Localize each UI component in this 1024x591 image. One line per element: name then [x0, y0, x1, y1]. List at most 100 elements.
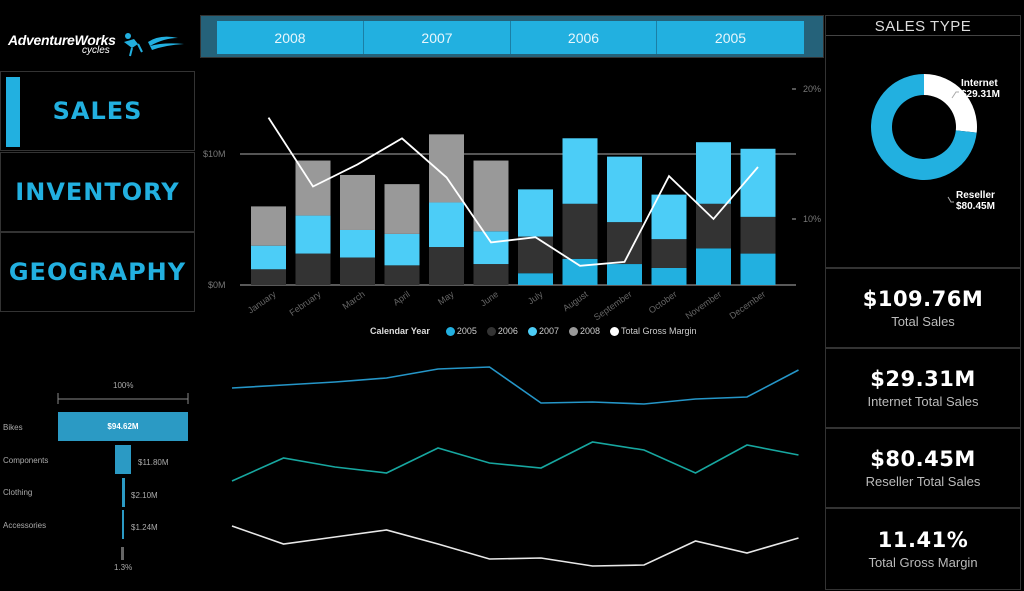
donut-slice-reseller[interactable] — [871, 74, 977, 180]
bar-segment-2007-january[interactable] — [251, 245, 286, 270]
bar-segment-2006-september[interactable] — [607, 222, 642, 265]
bar-segment-2007-may[interactable] — [429, 202, 464, 248]
legend-item-2008[interactable]: 2008 — [568, 326, 600, 336]
bar-segment-2007-february[interactable] — [295, 215, 331, 254]
nav-item-label: INVENTORY — [15, 178, 180, 206]
bar-segment-2006-july[interactable] — [518, 236, 553, 274]
funnel-scale — [57, 393, 189, 404]
bar-segment-2007-april[interactable] — [384, 233, 420, 266]
kpi-value: 11.41% — [877, 528, 969, 552]
stacked-bar-chart — [240, 88, 796, 286]
funnel-value: $1.24M — [131, 523, 158, 532]
bar-segment-2008-june[interactable] — [473, 160, 509, 232]
bar-segment-2005-october[interactable] — [651, 267, 687, 285]
bar-segment-2005-july[interactable] — [518, 273, 553, 285]
sparkline-bottom[interactable] — [231, 525, 799, 567]
funnel-label-clothing: Clothing — [3, 488, 33, 497]
donut-label-reseller: Reseller $80.45M — [956, 190, 995, 212]
bar-segment-2007-march[interactable] — [340, 229, 375, 258]
funnel-bar-bikes[interactable]: $94.62M — [58, 412, 188, 441]
legend-dot — [445, 326, 455, 336]
nav-item-inventory[interactable]: INVENTORY — [0, 152, 195, 232]
cyclist-icon — [124, 33, 184, 57]
adventureworks-logo: AdventureWorks cycles — [6, 28, 196, 62]
bar-segment-2006-december[interactable] — [740, 216, 776, 254]
bar-segment-2007-november[interactable] — [696, 142, 731, 204]
bar-segment-2006-january[interactable] — [251, 269, 286, 285]
sparkline-middle[interactable] — [231, 441, 799, 482]
funnel-value: $2.10M — [131, 491, 158, 500]
donut-label-internet: Internet $29.31M — [961, 78, 1000, 100]
bar-segment-2008-january[interactable] — [251, 206, 286, 246]
kpi-total-sales: $109.76M Total Sales — [825, 268, 1021, 348]
bar-segment-2007-august[interactable] — [562, 138, 598, 204]
funnel-bar-clothing[interactable] — [122, 478, 125, 507]
bar-segment-2006-august[interactable] — [562, 203, 598, 259]
nav-item-geography[interactable]: GEOGRAPHY — [0, 232, 195, 312]
bar-segment-2006-april[interactable] — [384, 265, 420, 285]
bar-segment-2006-november[interactable] — [696, 203, 731, 249]
bar-segment-2006-june[interactable] — [473, 264, 509, 285]
legend-item-2007[interactable]: 2007 — [527, 326, 559, 336]
kpi-value: $80.45M — [870, 447, 976, 471]
legend-item-2005[interactable]: 2005 — [445, 326, 477, 336]
funnel-bar-accessories[interactable] — [122, 510, 124, 539]
funnel-top-label: 100% — [113, 381, 134, 390]
trend-sparklines — [210, 350, 820, 585]
bar-segment-2007-july[interactable] — [518, 189, 553, 237]
nav-item-sales[interactable]: SALES — [0, 71, 195, 151]
bar-segment-2008-march[interactable] — [340, 174, 375, 230]
year-button-2006[interactable]: 2006 — [511, 21, 657, 54]
bar-segment-2006-may[interactable] — [429, 247, 464, 285]
y-axis-tick: $0M — [208, 280, 226, 290]
bar-segment-2005-september[interactable] — [607, 264, 642, 285]
bar-segment-2007-december[interactable] — [740, 148, 776, 217]
funnel-value: $11.80M — [138, 458, 169, 467]
funnel-bar-components[interactable] — [115, 445, 131, 474]
active-indicator — [6, 77, 20, 147]
logo-sub-text: cycles — [82, 45, 110, 56]
legend-dot — [527, 326, 537, 336]
bar-segment-2005-august[interactable] — [562, 258, 598, 285]
legend-dot — [610, 326, 619, 336]
nav-item-label: GEOGRAPHY — [8, 258, 187, 286]
y2-axis-tick: 10% — [803, 214, 822, 224]
bar-segment-2005-november[interactable] — [696, 248, 731, 285]
kpi-reseller-total-sales: $80.45M Reseller Total Sales — [825, 428, 1021, 508]
bar-segment-2007-june[interactable] — [473, 231, 509, 265]
year-button-2007[interactable]: 2007 — [364, 21, 511, 54]
bar-segment-2006-march[interactable] — [340, 257, 375, 285]
kpi-internet-total-sales: $29.31M Internet Total Sales — [825, 348, 1021, 428]
nav-item-label: SALES — [52, 97, 143, 125]
y2-axis-tick: 20% — [803, 84, 822, 94]
bar-segment-2005-december[interactable] — [740, 253, 776, 285]
kpi-value: $109.76M — [862, 287, 984, 311]
kpi-label: Reseller Total Sales — [865, 474, 981, 489]
logo-brand-text: AdventureWorks — [8, 32, 116, 48]
donut-slice-internet[interactable] — [924, 74, 977, 133]
bar-segment-2007-october[interactable] — [651, 194, 687, 240]
bar-segment-2006-february[interactable] — [295, 253, 331, 285]
category-funnel-chart: 100% Bikes $94.62M Components $11.80M Cl… — [0, 375, 200, 585]
year-button-2005[interactable]: 2005 — [657, 21, 804, 54]
legend-title: Calendar Year — [370, 326, 430, 336]
bar-segment-2008-may[interactable] — [429, 134, 464, 203]
legend-item-gross-margin[interactable]: Total Gross Margin — [610, 326, 697, 336]
funnel-label-components: Components — [3, 456, 49, 465]
bar-segment-2007-september[interactable] — [607, 156, 642, 223]
monthly-sales-chart: $10M $0M 20% 10% January February March Apr… — [200, 70, 822, 340]
funnel-label-bikes: Bikes — [3, 423, 23, 432]
legend-dot — [486, 326, 496, 336]
sparkline-chart — [231, 366, 799, 567]
funnel-value: $94.62M — [107, 422, 139, 431]
y-axis-tick: $10M — [203, 149, 226, 159]
legend-item-2006[interactable]: 2006 — [486, 326, 518, 336]
funnel-end-marker — [121, 547, 124, 560]
year-button-2008[interactable]: 2008 — [217, 21, 364, 54]
bar-segment-2006-october[interactable] — [651, 239, 687, 268]
sparkline-top[interactable] — [231, 366, 799, 405]
sales-type-donut[interactable] — [826, 37, 1022, 267]
bar-segment-2008-april[interactable] — [384, 184, 420, 234]
gross-margin-line[interactable] — [267, 117, 759, 267]
sales-type-card: SALES TYPE Internet $29.31M Reseller $80… — [825, 15, 1021, 268]
